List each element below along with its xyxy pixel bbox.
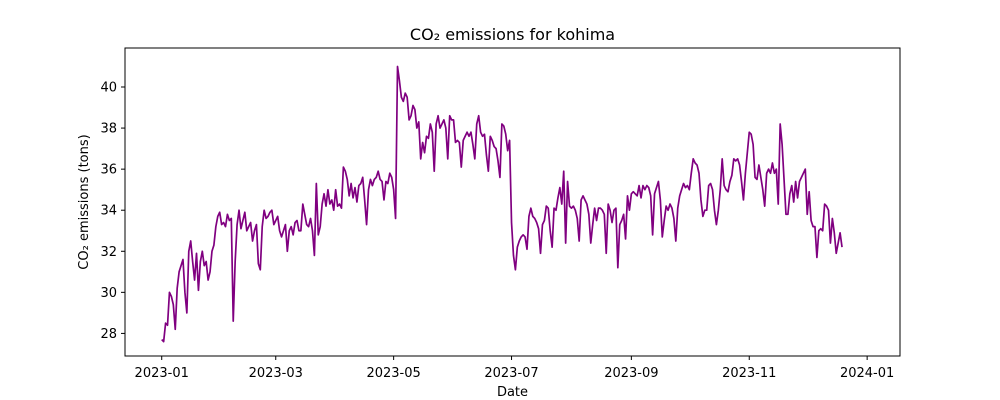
- plot-background: [125, 48, 900, 356]
- x-tick-label: 2023-11: [722, 366, 776, 381]
- y-tick-label: 36: [100, 163, 117, 178]
- x-tick-label: 2023-03: [249, 366, 303, 381]
- y-tick-label: 32: [100, 245, 117, 260]
- plot-area: [124, 47, 901, 357]
- x-tick-label: 2023-05: [366, 366, 420, 381]
- series-line: [161, 65, 843, 343]
- x-tick-label: 2023-09: [604, 366, 658, 381]
- x-axis-title: Date: [497, 385, 528, 400]
- y-tick-label: 40: [100, 81, 117, 96]
- series-layer: [161, 65, 843, 343]
- x-tick-label: 2023-01: [135, 366, 189, 381]
- plot-frame: [124, 47, 901, 357]
- y-tick-label: 28: [100, 327, 117, 342]
- chart-title: CO₂ emissions for kohima: [410, 25, 615, 44]
- y-axis-title: CO₂ emissions (tons): [77, 134, 92, 269]
- x-tick-label: 2024-01: [840, 366, 894, 381]
- x-tick-label: 2023-07: [484, 366, 538, 381]
- x-axis: 2023-01 2023-03 2023-05 2023-07 2023-09 2023-…: [135, 356, 894, 381]
- y-tick-label: 30: [100, 286, 117, 301]
- y-tick-label: 38: [100, 122, 117, 137]
- y-tick-label: 34: [100, 204, 117, 219]
- y-axis: 28 30 32 34 36 38 40: [100, 81, 125, 342]
